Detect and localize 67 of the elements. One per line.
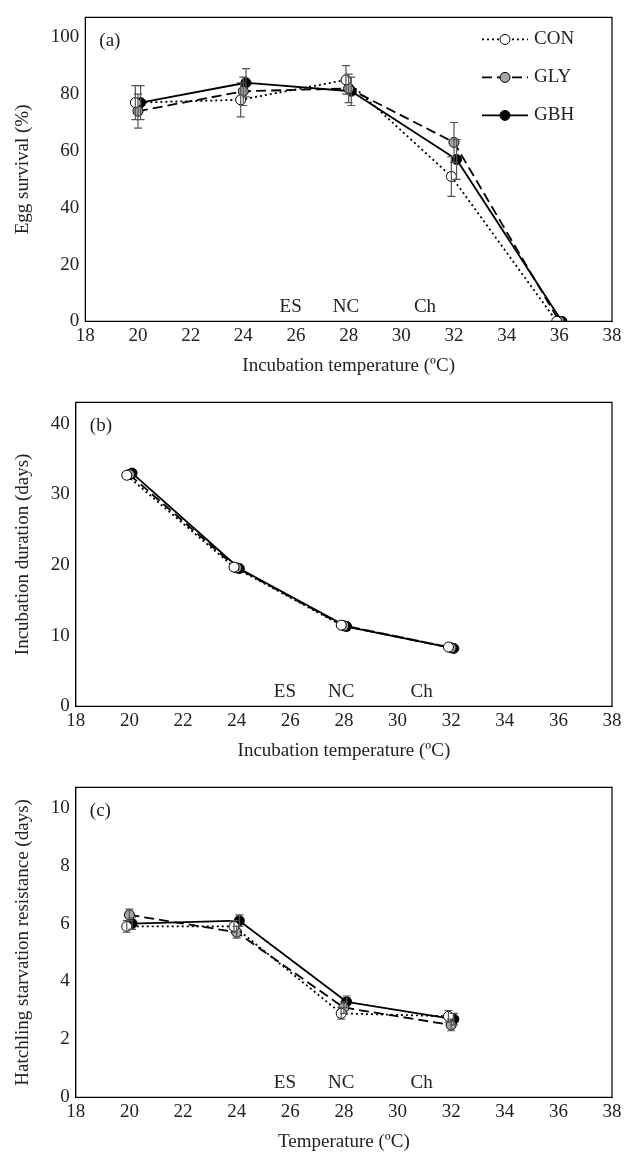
x-tick-label: 26 (280, 1099, 300, 1121)
x-tick-label: 28 (334, 708, 354, 730)
y-tick-label: 60 (60, 138, 80, 160)
y-axis-title: Incubation duration (days) (11, 453, 34, 656)
x-tick-label: 26 (280, 708, 300, 730)
annotation: Ch (413, 295, 437, 317)
annotation: NC (332, 295, 360, 317)
x-tick-label: 20 (128, 323, 148, 345)
y-tick-label: 40 (60, 195, 80, 217)
x-tick-label: 32 (444, 323, 464, 345)
y-axis-title: Hatchling starvation resistance (days) (11, 799, 34, 1086)
annotation: NC (328, 1071, 355, 1093)
x-tick-label: 24 (227, 708, 247, 730)
y-tick-label: 4 (60, 969, 71, 991)
x-tick-label: 38 (602, 1099, 622, 1121)
y-tick-label: 20 (60, 252, 80, 274)
x-tick-label: 22 (173, 1099, 193, 1121)
annotation: ES (279, 295, 302, 317)
y-tick-label: 20 (50, 552, 70, 574)
y-tick-label: 0 (60, 1085, 70, 1107)
y-axis-title: Egg survival (%) (11, 104, 34, 235)
x-tick-label: 32 (441, 708, 461, 730)
x-tick-label: 36 (549, 323, 569, 345)
x-tick-label: 24 (233, 323, 254, 345)
x-tick-label: 34 (495, 1099, 515, 1121)
x-axis-title: Temperature (ºC) (278, 1129, 410, 1152)
x-tick-label: 36 (548, 1099, 568, 1121)
annotation: Ch (410, 680, 434, 702)
x-tick-label: 22 (181, 323, 201, 345)
y-tick-label: 6 (60, 911, 70, 933)
y-tick-label: 2 (60, 1027, 70, 1049)
x-tick-label: 38 (602, 323, 622, 345)
x-axis-title: Incubation temperature (ºC) (237, 738, 451, 761)
x-tick-label: 38 (602, 708, 622, 730)
legend-label: GLY (534, 65, 572, 87)
text: (a) (99, 28, 121, 51)
x-tick-label: 22 (173, 708, 193, 730)
x-axis-title: Incubation temperature (ºC) (242, 353, 455, 376)
y-tick-label: 8 (60, 853, 70, 875)
x-tick-label: 34 (497, 323, 517, 345)
x-tick-label: 26 (286, 323, 306, 345)
text: (b) (89, 413, 112, 436)
y-tick-label: 0 (60, 694, 70, 716)
annotation: ES (273, 680, 297, 702)
annotation: Ch (410, 1071, 434, 1093)
annotation: ES (273, 1071, 297, 1093)
x-tick-label: 20 (119, 1099, 139, 1121)
text: (c) (89, 798, 111, 821)
x-tick-label: 30 (391, 323, 411, 345)
y-tick-label: 10 (50, 795, 70, 817)
y-tick-label: 80 (60, 82, 80, 104)
x-tick-label: 24 (227, 1099, 247, 1121)
y-tick-label: 10 (50, 623, 70, 645)
x-tick-label: 28 (339, 323, 359, 345)
legend-label: CON (534, 27, 575, 49)
x-tick-label: 36 (548, 708, 568, 730)
x-tick-label: 30 (388, 708, 408, 730)
annotation: NC (328, 680, 355, 702)
y-tick-label: 40 (50, 411, 70, 433)
y-tick-label: 30 (50, 482, 70, 504)
y-tick-label: 100 (50, 25, 80, 47)
x-tick-label: 28 (334, 1099, 354, 1121)
legend-label: GBH (534, 103, 575, 125)
x-tick-label: 20 (119, 708, 139, 730)
x-tick-label: 30 (388, 1099, 408, 1121)
x-tick-label: 32 (441, 1099, 461, 1121)
x-tick-label: 34 (495, 708, 515, 730)
